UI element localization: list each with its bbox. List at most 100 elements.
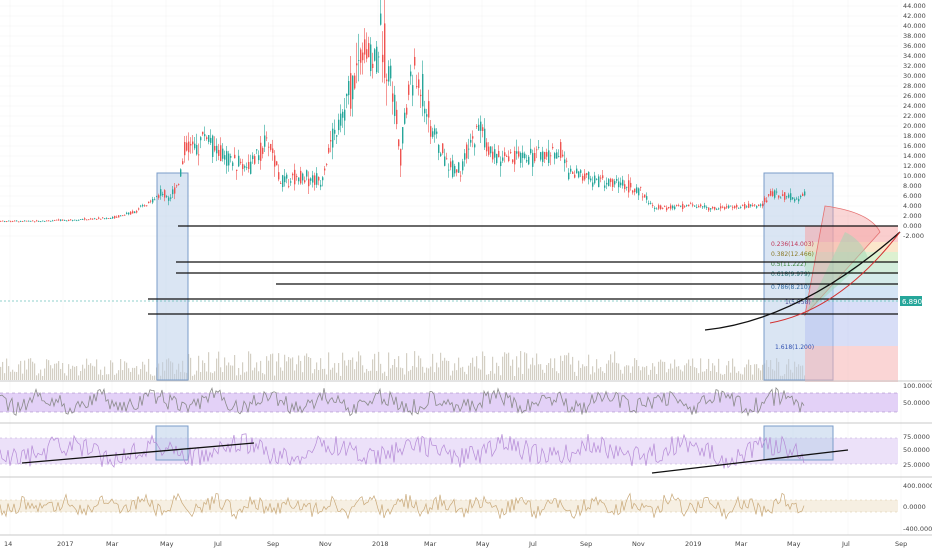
candle-body bbox=[622, 179, 624, 186]
range-boxes[interactable] bbox=[156, 172, 834, 381]
volume-bar bbox=[440, 352, 442, 380]
trend-curve[interactable] bbox=[704, 231, 901, 331]
volume-bar bbox=[548, 363, 550, 380]
candle-body bbox=[94, 218, 96, 220]
support-resistance-levels[interactable] bbox=[0, 225, 901, 331]
volume-bar bbox=[152, 375, 154, 380]
volume-bar bbox=[470, 362, 472, 380]
volume-bar bbox=[420, 358, 422, 380]
candle-body bbox=[404, 112, 406, 124]
candle-body bbox=[434, 128, 436, 135]
candle-body bbox=[638, 188, 640, 196]
candle-body bbox=[76, 220, 78, 222]
volume-bar bbox=[528, 368, 530, 380]
candle-body bbox=[428, 101, 430, 118]
oscillator-pane[interactable] bbox=[0, 492, 898, 520]
volume-bar bbox=[56, 363, 58, 380]
candle-body bbox=[244, 166, 246, 168]
volume-bar bbox=[38, 373, 40, 380]
candle-body bbox=[88, 219, 90, 221]
time-tick-label: Sep bbox=[267, 540, 279, 548]
volume-bar bbox=[730, 372, 732, 380]
fib-retracement[interactable]: 0.236(14.003) 0.382(12.466) 0.5(11.222) … bbox=[771, 205, 898, 382]
stoch-pane[interactable] bbox=[0, 425, 898, 474]
time-axis[interactable]: 14 2017 Mar May Jul Sep Nov 2018 Mar May Jul Sep Nov… bbox=[4, 540, 907, 548]
volume-bar bbox=[10, 371, 12, 380]
osc-tick-0: 0.0000 bbox=[903, 503, 926, 511]
candle-body bbox=[6, 221, 8, 222]
stoch-trendline-1[interactable] bbox=[21, 442, 255, 464]
candle-body bbox=[494, 149, 496, 158]
volume-bar bbox=[142, 361, 144, 380]
candle-body bbox=[118, 215, 120, 218]
candle-body bbox=[178, 184, 180, 185]
candle-body bbox=[468, 148, 470, 150]
volume-bar bbox=[526, 353, 528, 380]
candle-body bbox=[692, 204, 694, 206]
volume-bar bbox=[572, 356, 574, 380]
volume-bar bbox=[352, 357, 354, 380]
fib-label-05: 0.5(11.222) bbox=[771, 261, 806, 268]
volume-bar bbox=[328, 352, 330, 380]
volume-bar bbox=[508, 352, 510, 380]
candle-body bbox=[310, 178, 312, 181]
volume-bar bbox=[214, 371, 216, 380]
rsi-pane[interactable] bbox=[0, 386, 898, 417]
volume-bar bbox=[230, 365, 232, 380]
candle-body bbox=[268, 146, 270, 148]
candle-body bbox=[516, 151, 518, 154]
price-tick-label: 16.000 bbox=[903, 142, 926, 150]
candle-body bbox=[780, 197, 782, 199]
candle-body bbox=[550, 155, 552, 157]
volume-bar bbox=[334, 363, 336, 380]
candle-body bbox=[64, 220, 66, 221]
volume-bar bbox=[18, 364, 20, 380]
price-axis[interactable]: 44.000 42.000 40.000 38.000 36.000 34.000 32.0… bbox=[903, 2, 926, 240]
volume-bar bbox=[608, 360, 610, 380]
candle-body bbox=[700, 204, 702, 207]
volume-bar bbox=[482, 351, 484, 380]
volume-bar bbox=[310, 358, 312, 380]
stoch-trendline-2[interactable] bbox=[651, 449, 849, 474]
candle-body bbox=[584, 173, 586, 180]
volume-bar bbox=[204, 363, 206, 380]
candle-body bbox=[450, 161, 452, 168]
candle-body bbox=[124, 214, 126, 216]
candle-body bbox=[438, 144, 440, 153]
price-tick-label: 2.000 bbox=[903, 212, 922, 220]
volume-bar bbox=[706, 369, 708, 380]
volume-bar bbox=[660, 359, 662, 380]
candle-body bbox=[368, 43, 370, 58]
volume-bar bbox=[336, 372, 338, 380]
candle-body bbox=[470, 139, 472, 143]
candle-body bbox=[138, 208, 140, 210]
volume-bar bbox=[702, 371, 704, 380]
candle-body bbox=[702, 206, 704, 208]
volume-bar bbox=[742, 374, 744, 380]
candle-body bbox=[738, 207, 740, 209]
candle-body bbox=[554, 153, 556, 159]
volume-bar bbox=[350, 359, 352, 380]
candle-body bbox=[572, 172, 574, 174]
candle-body bbox=[16, 220, 18, 222]
candle-body bbox=[800, 195, 802, 198]
candle-body bbox=[464, 153, 466, 160]
volume-bar bbox=[564, 355, 566, 380]
candle-body bbox=[280, 183, 282, 184]
candle-body bbox=[72, 220, 74, 221]
volume-bar bbox=[726, 365, 728, 380]
candle-body bbox=[544, 152, 546, 160]
time-tick-label: Sep bbox=[895, 540, 907, 548]
volume-bar bbox=[360, 355, 362, 380]
candle-body bbox=[592, 182, 594, 187]
range-box-2017[interactable] bbox=[156, 172, 189, 381]
price-tick-label: 20.000 bbox=[903, 122, 926, 130]
volume-bar bbox=[128, 368, 130, 380]
candle-body bbox=[436, 131, 438, 134]
candle-body bbox=[378, 56, 380, 58]
volume-bar bbox=[534, 365, 536, 380]
volume-bar bbox=[294, 370, 296, 380]
candle-body bbox=[656, 208, 658, 210]
